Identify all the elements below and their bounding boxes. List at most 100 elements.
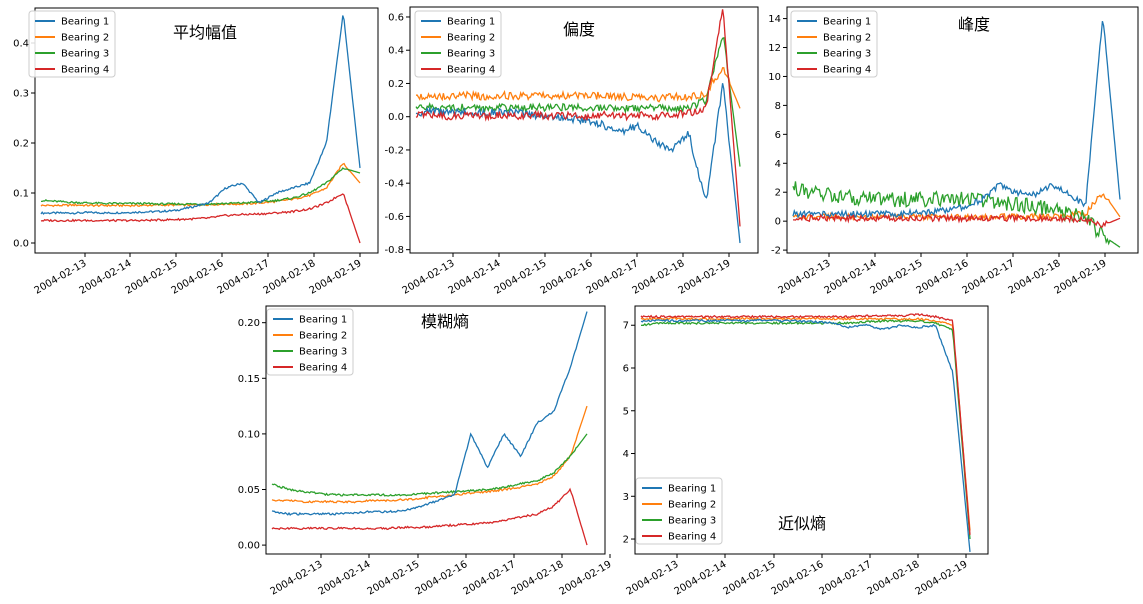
legend-label: Bearing 3 (61, 49, 109, 60)
x-tick-label: 2004-02-19 (914, 559, 970, 598)
legend-label: Bearing 2 (61, 33, 109, 44)
y-tick-label: 6 (623, 364, 629, 375)
x-tick-label: 2004-02-18 (510, 559, 566, 598)
chart-title: 峰度 (958, 15, 990, 34)
x-tick-label: 2004-02-19 (677, 258, 733, 297)
y-tick-label: 3 (623, 492, 629, 503)
legend-label: Bearing 2 (447, 33, 495, 44)
x-tick-label: 2004-02-18 (866, 559, 922, 598)
legend-box (28, 10, 116, 78)
y-tick-label: 6 (775, 130, 781, 141)
legend-label: Bearing 3 (668, 516, 716, 527)
y-tick-label: -0.2 (384, 145, 404, 156)
y-tick-label: 0.2 (388, 79, 404, 90)
y-tick-label: 0.3 (13, 89, 29, 100)
x-tick-label: 2004-02-13 (625, 559, 681, 598)
y-tick-label: -2 (771, 246, 781, 257)
y-tick-label: -0.4 (384, 179, 404, 190)
series-line-bearing-1 (640, 318, 971, 552)
legend-label: Bearing 3 (299, 347, 347, 358)
series-line-bearing-2 (415, 67, 741, 109)
series-line-bearing-4 (415, 9, 741, 227)
x-tick-label: 2004-02-15 (722, 559, 778, 598)
y-tick-label: 0.1 (13, 189, 29, 200)
x-tick-label: 2004-02-19 (308, 258, 364, 297)
legend: Bearing 1 Bearing 2 Bearing 3 Bearing 4 (414, 10, 502, 78)
y-tick-label: 10 (768, 72, 781, 83)
y-tick-label: 0.6 (388, 12, 404, 23)
x-tick-label: 2004-02-14 (673, 559, 729, 598)
y-tick-label: 0 (775, 217, 781, 228)
chart-title: 近似熵 (778, 514, 826, 533)
y-tick-label: 0.4 (13, 39, 29, 50)
y-tick-label: 4 (775, 159, 781, 170)
series-line-bearing-3 (792, 181, 1121, 248)
y-tick-label: 2 (623, 535, 629, 546)
y-tick-label: 4 (623, 449, 629, 460)
chart-kurtosis: -2024681012142004-02-132004-02-142004-02… (768, 6, 1139, 297)
y-tick-label: -0.6 (384, 212, 404, 223)
series-line-bearing-3 (271, 433, 588, 497)
y-tick-label: 0.00 (238, 541, 260, 552)
chart-mean-amplitude: 0.00.10.20.30.42004-02-132004-02-142004-… (13, 7, 379, 297)
legend-box (790, 10, 878, 78)
y-tick-label: 0.05 (238, 485, 260, 496)
y-tick-label: 2 (775, 188, 781, 199)
series-line-bearing-4 (640, 313, 971, 535)
legend: Bearing 1 Bearing 2 Bearing 3 Bearing 4 (635, 477, 723, 545)
y-tick-label: 5 (623, 406, 629, 417)
y-tick-label: 0.0 (13, 239, 29, 250)
legend-label: Bearing 4 (61, 65, 109, 76)
legend-box (266, 308, 354, 376)
legend-box (414, 10, 502, 78)
legend-label: Bearing 2 (299, 331, 347, 342)
x-tick-label: 2004-02-13 (269, 559, 325, 598)
x-tick-label: 2004-02-17 (462, 559, 518, 598)
legend: Bearing 1 Bearing 2 Bearing 3 Bearing 4 (28, 10, 116, 78)
legend-label: Bearing 3 (823, 49, 871, 60)
series-line-bearing-4 (271, 487, 588, 546)
y-tick-label: 14 (768, 14, 781, 25)
series-line-bearing-1 (271, 311, 588, 516)
y-tick-label: 12 (768, 43, 781, 54)
y-tick-label: 7 (623, 321, 629, 332)
legend-label: Bearing 1 (447, 17, 495, 28)
chart-title: 平均幅值 (173, 23, 237, 42)
x-tick-label: 2004-02-19 (558, 559, 614, 598)
chart-title: 偏度 (563, 20, 595, 39)
series-line-bearing-1 (40, 15, 361, 215)
chart-fuzzy-entropy: 0.00 0.05 0.10 0.15 0.20 2004-02-132004-02-14… (238, 305, 614, 598)
legend: Bearing 1 Bearing 2 Bearing 3 Bearing 4 (790, 10, 878, 78)
y-tick-label: 0.0 (388, 112, 404, 123)
legend-box (635, 477, 723, 545)
series-line-bearing-4 (793, 212, 1121, 228)
legend-label: Bearing 1 (61, 17, 109, 28)
legend-label: Bearing 3 (447, 49, 495, 60)
legend-label: Bearing 4 (447, 65, 495, 76)
y-tick-label: 8 (775, 101, 781, 112)
y-tick-label: 0.4 (388, 46, 404, 57)
legend-label: Bearing 4 (823, 65, 871, 76)
legend-label: Bearing 4 (299, 363, 347, 374)
series-line-bearing-3 (41, 167, 361, 206)
y-tick-label: 0.10 (238, 429, 260, 440)
legend-label: Bearing 1 (299, 315, 347, 326)
legend: Bearing 1 Bearing 2 Bearing 3 Bearing 4 (266, 308, 354, 376)
x-tick-label: 2004-02-16 (414, 559, 470, 598)
y-tick-label: -0.8 (384, 245, 404, 256)
chart-approximate-entropy: 2345672004-02-132004-02-142004-02-152004… (623, 305, 989, 598)
chart-skewness: -0.8-0.6-0.4-0.20.00.20.40.62004-02-1320… (384, 6, 759, 297)
x-tick-label: 2004-02-14 (317, 559, 373, 598)
chart-title: 模糊熵 (421, 312, 469, 331)
y-tick-label: 0.15 (238, 374, 260, 385)
x-tick-label: 2004-02-17 (818, 559, 874, 598)
legend-label: Bearing 2 (823, 33, 871, 44)
legend-label: Bearing 1 (668, 484, 716, 495)
y-tick-label: 0.20 (238, 318, 260, 329)
x-tick-label: 2004-02-15 (366, 559, 422, 598)
legend-label: Bearing 1 (823, 17, 871, 28)
x-tick-label: 2004-02-16 (770, 559, 826, 598)
legend-label: Bearing 2 (668, 500, 716, 511)
y-tick-label: 0.2 (13, 139, 29, 150)
series-line-bearing-4 (40, 193, 361, 244)
